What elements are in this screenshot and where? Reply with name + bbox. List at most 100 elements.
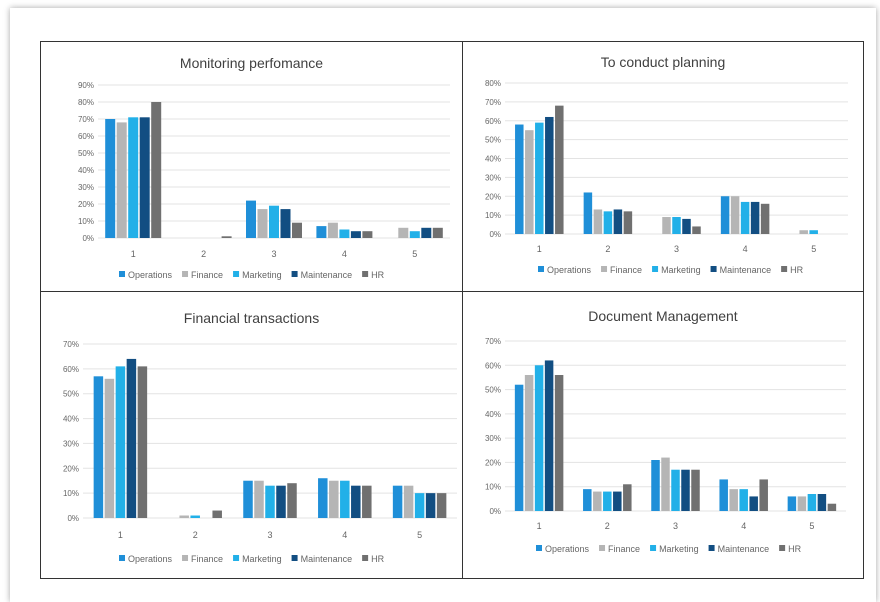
bar-marketing-4 bbox=[340, 480, 350, 518]
bar-finance-2 bbox=[593, 491, 602, 511]
bar-hr-5 bbox=[436, 493, 447, 518]
bar-marketing-3 bbox=[265, 485, 275, 518]
bar-marketing-2 bbox=[190, 515, 200, 518]
bar-maintenance-4 bbox=[749, 496, 758, 511]
y-tick-label: 50% bbox=[485, 386, 501, 395]
bar-marketing-4 bbox=[339, 229, 350, 238]
bar-hr-1 bbox=[151, 102, 162, 238]
x-category-label: 3 bbox=[674, 244, 679, 254]
legend-swatch-hr bbox=[362, 555, 369, 561]
bar-operations-4 bbox=[316, 226, 327, 238]
legend-label-hr: HR bbox=[788, 544, 801, 554]
legend-swatch-operations bbox=[119, 271, 125, 277]
bar-operations-1 bbox=[514, 384, 524, 511]
legend-swatch-operations bbox=[536, 545, 542, 551]
legend-swatch-hr bbox=[779, 545, 786, 551]
bar-marketing-1 bbox=[535, 122, 544, 234]
legend-label-maintenance: Maintenance bbox=[718, 544, 770, 554]
legend-swatch-finance bbox=[182, 555, 189, 561]
bar-marketing-4 bbox=[739, 489, 748, 511]
bar-hr-4 bbox=[759, 479, 768, 511]
bar-maintenance-1 bbox=[544, 360, 554, 511]
x-category-label: 4 bbox=[342, 249, 347, 259]
legend-label-maintenance: Maintenance bbox=[301, 270, 353, 280]
chart-panel-monitoring-performance: Monitoring perfomance 0% 10% 20% 30% 40% 50% 60… bbox=[41, 42, 463, 292]
bar-maintenance-3 bbox=[276, 485, 286, 518]
legend-swatch-maintenance bbox=[710, 266, 717, 272]
bar-hr-1 bbox=[554, 375, 564, 511]
y-tick-label: 50% bbox=[63, 390, 79, 399]
legend-swatch-marketing bbox=[233, 271, 240, 277]
bar-marketing-3 bbox=[269, 205, 279, 238]
y-tick-label: 30% bbox=[63, 439, 79, 448]
y-tick-label: 10% bbox=[78, 217, 94, 226]
chart-conduct-planning: To conduct planning 0% 10% 20% 30% 40% 50% 60% 7… bbox=[485, 54, 848, 275]
bar-operations-1 bbox=[105, 119, 116, 238]
legend-swatch-finance bbox=[182, 271, 189, 277]
y-tick-label: 10% bbox=[63, 489, 79, 498]
bar-finance-3 bbox=[257, 209, 268, 238]
y-tick-label: 70% bbox=[63, 340, 79, 349]
bar-maintenance-4 bbox=[351, 485, 361, 518]
y-tick-label: 80% bbox=[78, 98, 94, 107]
bar-finance-3 bbox=[254, 480, 264, 518]
y-tick-label: 60% bbox=[63, 365, 79, 374]
bar-operations-1 bbox=[93, 376, 104, 518]
y-tick-label: 20% bbox=[63, 464, 79, 473]
x-category-label: 4 bbox=[741, 521, 746, 531]
bar-maintenance-3 bbox=[280, 209, 291, 238]
bar-operations-2 bbox=[583, 489, 592, 511]
bar-hr-1 bbox=[555, 105, 564, 235]
y-tick-label: 60% bbox=[485, 361, 501, 370]
x-category-label: 3 bbox=[267, 530, 272, 540]
bar-maintenance-1 bbox=[126, 358, 137, 518]
bar-hr-3 bbox=[287, 483, 297, 518]
bar-finance-1 bbox=[116, 122, 127, 238]
legend-label-maintenance: Maintenance bbox=[720, 265, 772, 275]
bar-finance-1 bbox=[525, 130, 534, 234]
x-category-label: 4 bbox=[342, 530, 347, 540]
legend-swatch-hr bbox=[362, 271, 369, 277]
x-category-label: 1 bbox=[131, 249, 136, 259]
y-tick-label: 20% bbox=[78, 200, 94, 209]
bar-marketing-5 bbox=[809, 230, 818, 234]
legend-label-hr: HR bbox=[371, 270, 384, 280]
legend-swatch-marketing bbox=[233, 555, 240, 561]
bar-maintenance-1 bbox=[139, 117, 150, 238]
legend-label-hr: HR bbox=[790, 265, 803, 275]
legend-label-operations: Operations bbox=[128, 270, 173, 280]
legend-label-finance: Finance bbox=[608, 544, 640, 554]
legend-label-marketing: Marketing bbox=[242, 270, 282, 280]
bar-finance-4 bbox=[730, 196, 740, 234]
bar-hr-4 bbox=[760, 203, 770, 234]
bar-finance-1 bbox=[524, 375, 534, 511]
bar-maintenance-5 bbox=[421, 227, 432, 238]
x-category-label: 5 bbox=[412, 249, 417, 259]
bar-marketing-5 bbox=[409, 231, 420, 238]
legend-label-marketing: Marketing bbox=[661, 265, 701, 275]
bar-finance-2 bbox=[179, 515, 189, 518]
x-category-label: 2 bbox=[605, 244, 610, 254]
x-category-label: 5 bbox=[811, 244, 816, 254]
legend-label-operations: Operations bbox=[128, 554, 173, 564]
bar-finance-1 bbox=[104, 378, 115, 518]
bar-operations-5 bbox=[787, 496, 797, 511]
y-tick-label: 70% bbox=[78, 115, 94, 124]
x-category-label: 2 bbox=[193, 530, 198, 540]
y-tick-label: 10% bbox=[485, 211, 501, 220]
legend-label-finance: Finance bbox=[191, 270, 223, 280]
y-tick-label: 0% bbox=[489, 230, 501, 239]
bar-finance-5 bbox=[799, 230, 808, 234]
bar-hr-1 bbox=[137, 366, 148, 518]
legend-swatch-marketing bbox=[650, 545, 657, 551]
y-tick-label: 60% bbox=[485, 117, 501, 126]
bar-finance-5 bbox=[403, 485, 414, 518]
y-tick-label: 40% bbox=[63, 415, 79, 424]
bar-operations-3 bbox=[246, 200, 256, 238]
legend-swatch-hr bbox=[781, 266, 788, 272]
bar-operations-2 bbox=[583, 192, 593, 234]
y-tick-label: 50% bbox=[485, 136, 501, 145]
legend-swatch-maintenance bbox=[708, 545, 715, 551]
y-tick-label: 20% bbox=[485, 192, 501, 201]
x-category-label: 5 bbox=[417, 530, 422, 540]
